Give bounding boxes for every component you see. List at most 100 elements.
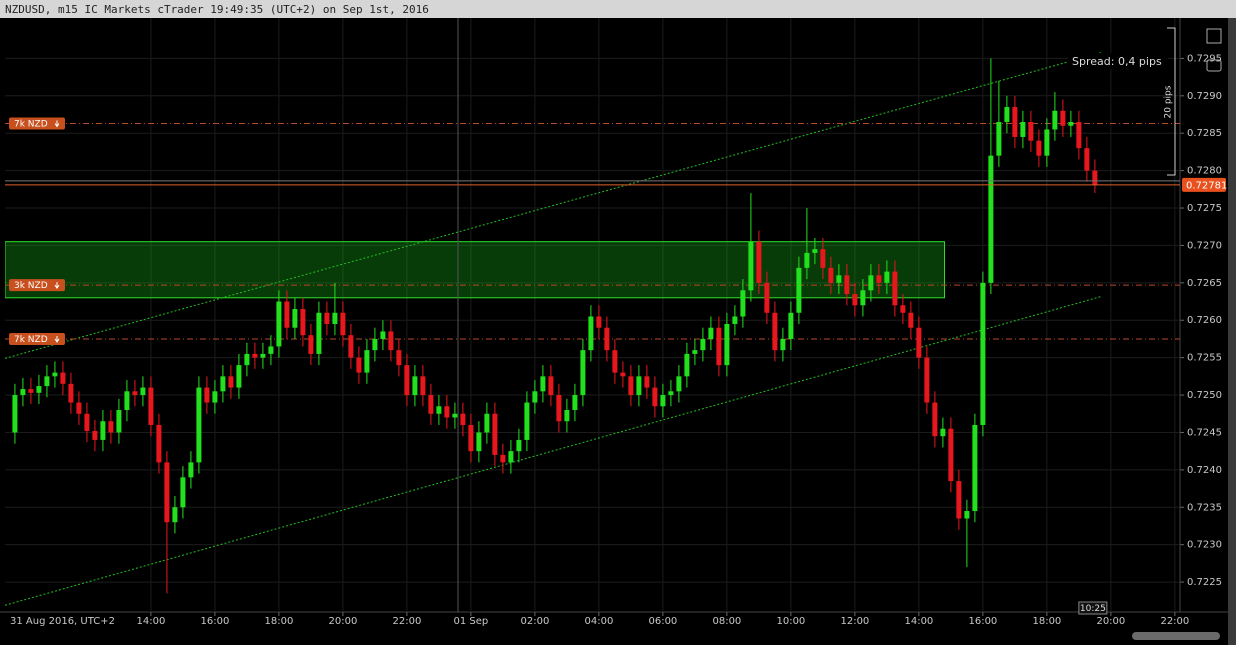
candle-body xyxy=(540,376,546,392)
candle-body xyxy=(364,350,370,373)
candle-body xyxy=(748,241,754,291)
candle-body xyxy=(468,424,474,452)
candle-body xyxy=(484,413,490,433)
order-arrow-icon xyxy=(54,335,60,343)
supply-zone xyxy=(5,241,945,299)
candle-body xyxy=(52,372,58,377)
spread-label: Spread: 0,4 pips xyxy=(1072,55,1162,68)
candle-body xyxy=(796,267,802,313)
x-tick-label: 08:00 xyxy=(712,616,741,627)
candle-body xyxy=(148,387,154,425)
candle-body xyxy=(252,353,258,358)
candle-body xyxy=(492,413,498,455)
candle-body xyxy=(724,323,730,366)
candle-body xyxy=(1004,107,1010,122)
scrollbar-thumb[interactable] xyxy=(1132,632,1220,640)
candle-body xyxy=(12,395,18,433)
candle-body xyxy=(212,391,218,403)
candle-body xyxy=(668,391,674,396)
candle-body xyxy=(156,424,162,463)
candle-body xyxy=(164,462,170,523)
candle-body xyxy=(580,350,586,396)
candle-body xyxy=(308,335,314,354)
candle-body xyxy=(452,413,458,418)
candle-body xyxy=(124,391,130,411)
order-label: 7k NZD xyxy=(14,119,48,129)
chart-title: NZDUSD, m15 IC Markets cTrader 19:49:35 … xyxy=(5,3,429,16)
y-tick-label: 0.7235 xyxy=(1187,502,1222,513)
order-label: 3k NZD xyxy=(14,281,48,291)
range-label: 20 pips xyxy=(1164,85,1174,118)
candle-body xyxy=(612,350,618,373)
candle-body xyxy=(412,376,418,396)
candle-body xyxy=(548,376,554,396)
order-tag xyxy=(9,279,65,292)
x-tick-label: 12:00 xyxy=(840,616,869,627)
candle-body xyxy=(108,421,114,433)
candle-body xyxy=(332,312,338,324)
candle-body xyxy=(1068,121,1074,126)
candle-body xyxy=(868,275,874,291)
y-tick-label: 0.7285 xyxy=(1187,128,1222,139)
candle-body xyxy=(172,507,178,523)
candle-body xyxy=(292,309,298,328)
candle-body xyxy=(244,353,250,366)
candle-body xyxy=(564,410,570,422)
candle-body xyxy=(836,275,842,283)
candle-body xyxy=(764,282,770,313)
y-tick-label: 0.7260 xyxy=(1187,315,1222,326)
candle-body xyxy=(1092,170,1098,185)
x-tick-label: 14:00 xyxy=(137,616,166,627)
spread-bg xyxy=(1068,53,1168,69)
candle-body xyxy=(588,316,594,351)
candle-body xyxy=(908,312,914,328)
candle-body xyxy=(604,327,610,351)
candle-body xyxy=(644,376,650,388)
screenshot-button[interactable] xyxy=(1206,59,1222,72)
candle-body xyxy=(300,309,306,336)
order-arrow-icon xyxy=(54,120,60,128)
candle-body xyxy=(92,430,98,440)
countdown-box xyxy=(1078,601,1108,615)
candle-body xyxy=(956,481,962,519)
candle-body xyxy=(428,395,434,414)
order-arrow-icon xyxy=(54,282,60,289)
candle-body xyxy=(380,331,386,339)
x-tick-label: 20:00 xyxy=(328,616,357,627)
candle-body xyxy=(900,305,906,313)
candle-body xyxy=(476,432,482,452)
trend-line xyxy=(5,51,1103,359)
popout-button[interactable] xyxy=(1206,28,1222,44)
candle-body xyxy=(356,357,362,373)
candle-body xyxy=(860,290,866,306)
candle-body xyxy=(516,439,522,452)
x-tick-label: 16:00 xyxy=(200,616,229,627)
x-tick-label: 20:00 xyxy=(1096,616,1125,627)
x-tick-label: 01 Sep xyxy=(454,616,489,627)
candle-body xyxy=(692,350,698,354)
candle-body xyxy=(188,462,194,478)
candle-body xyxy=(532,391,538,403)
candle-body xyxy=(980,282,986,425)
order-tag xyxy=(9,117,65,130)
candle-body xyxy=(76,402,82,414)
y-tick-label: 0.7270 xyxy=(1187,240,1222,251)
candle-body xyxy=(972,424,978,512)
order-tag xyxy=(9,332,65,345)
candle-body xyxy=(1036,140,1042,156)
y-tick-label: 0.7255 xyxy=(1187,353,1222,364)
candle-body xyxy=(196,387,202,463)
candle-body xyxy=(708,327,714,339)
candle-body xyxy=(556,395,562,422)
candle-body xyxy=(268,346,274,354)
candle-body xyxy=(932,402,938,437)
candle-body xyxy=(204,387,210,403)
candle-body xyxy=(1020,121,1026,137)
candle-body xyxy=(316,312,322,354)
candle-body xyxy=(812,249,818,253)
x-tick-label: 02:00 xyxy=(520,616,549,627)
candle-body xyxy=(828,267,834,283)
